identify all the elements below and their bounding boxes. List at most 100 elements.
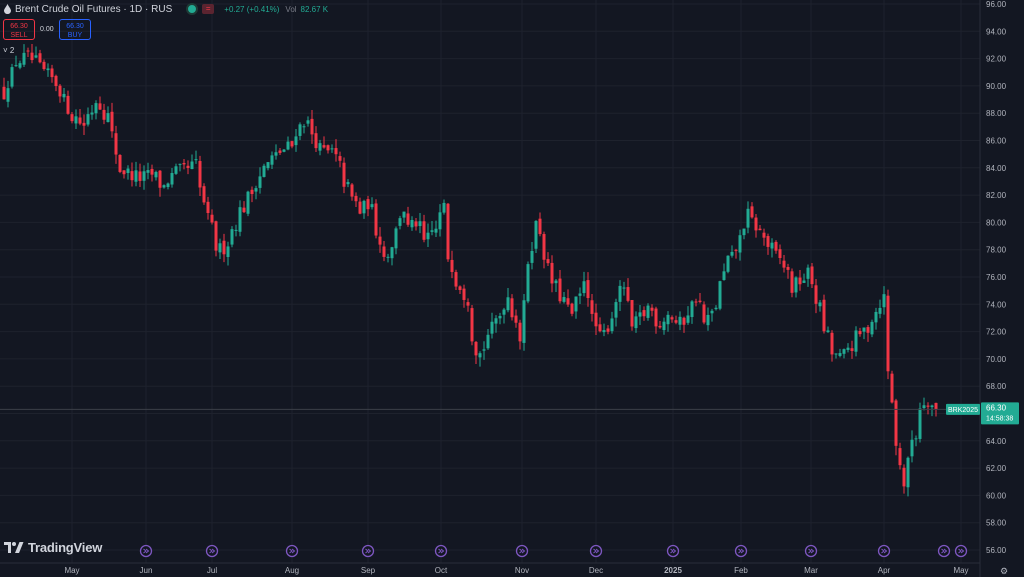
candle <box>830 330 834 362</box>
indicators-toggle[interactable]: ˅ 2 <box>3 46 15 55</box>
candle <box>466 298 470 312</box>
grid-lines <box>0 0 980 563</box>
compare-icon[interactable]: = <box>202 4 215 14</box>
x-tick-label: 2025 <box>664 566 682 575</box>
x-tick-label: Aug <box>285 566 299 575</box>
candle <box>710 308 714 322</box>
candle <box>302 124 306 134</box>
candle <box>534 220 538 254</box>
sell-button[interactable]: 66.30 SELL <box>3 19 35 40</box>
candle <box>846 343 850 353</box>
candle <box>94 100 98 120</box>
last-price-label: 66.30 <box>986 403 1007 412</box>
candle <box>578 287 582 305</box>
event-marker-icon[interactable] <box>937 544 951 558</box>
y-tick-label: 72.00 <box>986 328 1007 337</box>
candle <box>438 204 442 237</box>
candle <box>662 317 666 335</box>
volume-label: Vol <box>285 4 297 14</box>
symbol-title[interactable]: Brent Crude Oil Futures · 1D · RUS <box>15 3 173 15</box>
x-tick-label: May <box>64 566 79 575</box>
event-marker-icon[interactable] <box>734 544 748 558</box>
candle <box>778 244 782 265</box>
price-axis[interactable]: 96.00 94.00 92.00 90.00 88.00 86.00 84.00 82.00… <box>986 0 1007 555</box>
event-marker-icon[interactable] <box>589 544 603 558</box>
candle <box>242 201 246 214</box>
candle <box>470 304 474 346</box>
candle <box>254 185 258 200</box>
candle <box>738 229 742 261</box>
candle <box>510 294 514 321</box>
candle <box>554 279 558 292</box>
candle <box>194 150 198 164</box>
candle <box>458 285 462 295</box>
event-marker-icon[interactable] <box>877 544 891 558</box>
y-tick-label: 76.00 <box>986 273 1007 282</box>
candle <box>514 309 518 328</box>
candle <box>550 255 554 293</box>
candle <box>598 317 602 333</box>
candle <box>634 311 638 333</box>
candle <box>382 241 386 262</box>
event-marker-icon[interactable] <box>361 544 375 558</box>
candle <box>246 190 250 217</box>
candle <box>90 104 94 120</box>
candle <box>850 340 854 359</box>
candle <box>430 220 434 236</box>
candle <box>834 353 838 359</box>
event-marker-icon[interactable] <box>434 544 448 558</box>
candle <box>338 151 342 168</box>
candle <box>314 126 318 152</box>
candle <box>806 264 810 287</box>
candle <box>518 319 522 350</box>
candle <box>902 464 906 494</box>
candle <box>530 242 534 270</box>
candle <box>386 253 390 263</box>
candles <box>2 43 938 497</box>
candle <box>594 303 598 335</box>
candle <box>318 139 322 156</box>
settings-gear-icon[interactable]: ⚙ <box>1000 566 1009 576</box>
candle <box>910 430 914 463</box>
legend-header: Brent Crude Oil Futures · 1D · RUS = +0.… <box>4 3 328 15</box>
candle <box>206 196 210 220</box>
x-tick-label: Dec <box>589 566 603 575</box>
event-marker-icon[interactable] <box>285 544 299 558</box>
x-tick-label: Jul <box>207 566 217 575</box>
candle <box>26 47 30 58</box>
candle <box>882 286 886 315</box>
candle <box>394 226 398 255</box>
candle <box>178 163 182 172</box>
candle <box>566 289 570 307</box>
candle <box>330 144 334 153</box>
candle <box>758 224 762 231</box>
candle <box>694 298 698 307</box>
event-marker-icon[interactable] <box>666 544 680 558</box>
buy-button[interactable]: 66.30 BUY <box>59 19 91 40</box>
candle <box>126 165 130 180</box>
y-tick-label: 86.00 <box>986 137 1007 146</box>
price-change: +0.27 (+0.41%) <box>224 4 280 14</box>
market-status-icon[interactable] <box>186 3 199 15</box>
event-marker-icon[interactable] <box>205 544 219 558</box>
tradingview-logo[interactable]: TradingView <box>4 540 102 555</box>
symbol-tag <box>946 403 980 415</box>
candle <box>434 220 438 238</box>
event-marker-icon[interactable] <box>954 544 968 558</box>
candle <box>198 155 202 196</box>
candle <box>106 106 110 123</box>
event-marker-icon[interactable] <box>515 544 529 558</box>
candle <box>14 55 18 67</box>
candle <box>774 240 778 254</box>
volume-value: 82.67 K <box>300 4 329 14</box>
candle <box>906 456 910 497</box>
time-axis[interactable]: May Jun Jul Aug Sep Oct Nov Dec 2025 Feb Mar Apr May <box>64 566 968 575</box>
x-tick-label: Feb <box>734 566 748 575</box>
candle <box>922 397 926 411</box>
event-marker-icon[interactable] <box>804 544 818 558</box>
candle <box>74 109 78 130</box>
candle <box>326 144 330 154</box>
candle <box>186 160 190 175</box>
event-marker-icon[interactable] <box>139 544 153 558</box>
